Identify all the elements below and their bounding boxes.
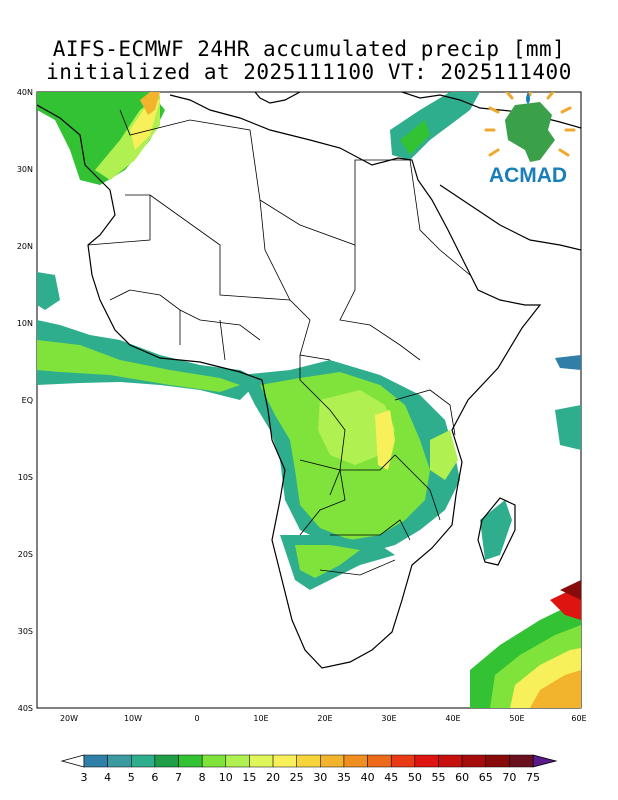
lat-label: 30N [17, 165, 33, 174]
colorbar-label: 3 [81, 771, 88, 784]
country-borders [87, 109, 471, 576]
colorbar-label: 15 [242, 771, 256, 784]
colorbar-label: 75 [526, 771, 540, 784]
latitude-labels: 40N 30N 20N 10N EQ 10S 20S 30S 40S [17, 88, 33, 713]
colorbar-swatch [131, 754, 156, 768]
lat-label: 40S [18, 704, 33, 713]
acmad-logo-text: ACMAD [489, 164, 567, 187]
colorbar-label: 30 [313, 771, 327, 784]
colorbar-label: 55 [431, 771, 445, 784]
colorbar-swatch [414, 754, 439, 768]
colorbar-label: 40 [361, 771, 375, 784]
colorbar-swatch [485, 754, 510, 768]
precip-shading [37, 92, 581, 708]
colorbar-swatch [343, 754, 368, 768]
lon-label: 20E [317, 714, 332, 723]
colorbar-swatch [107, 754, 132, 768]
lat-label: 30S [18, 627, 33, 636]
colorbar-label: 70 [502, 771, 516, 784]
colorbar-swatch [438, 754, 463, 768]
lon-label: 20W [60, 714, 78, 723]
colorbar-low-arrow [60, 754, 85, 768]
lon-label: 30E [381, 714, 396, 723]
colorbar-label: 20 [266, 771, 280, 784]
raindrop-icon [526, 92, 530, 104]
colorbar-label: 6 [151, 771, 158, 784]
colorbar-label: 5 [128, 771, 135, 784]
colorbar-label: 25 [290, 771, 304, 784]
colorbar-label: 8 [199, 771, 206, 784]
colorbar-label: 50 [408, 771, 422, 784]
coastlines [37, 92, 581, 669]
lon-label: 10W [124, 714, 142, 723]
lon-label: 40E [445, 714, 460, 723]
longitude-labels: 20W 10W 0 10E 20E 30E 40E 50E 60E [60, 714, 587, 723]
colorbar-swatch [320, 754, 345, 768]
lat-label: 10N [17, 319, 33, 328]
colorbar-swatch [225, 754, 250, 768]
map-title-line1: AIFS-ECMWF 24HR accumulated precip [mm] [52, 37, 566, 61]
lat-label: EQ [22, 396, 33, 405]
colorbar-label: 65 [479, 771, 493, 784]
lon-label: 50E [509, 714, 524, 723]
colorbar-swatch [178, 754, 203, 768]
lon-label: 10E [253, 714, 268, 723]
acmad-logo: ACMAD [484, 92, 576, 187]
lat-label: 20S [18, 550, 33, 559]
lat-label: 40N [17, 88, 33, 97]
precip-colorbar: 3 4 5 6 7 8 10 15 20 25 30 35 40 45 50 55 60 65 70 75 [60, 754, 558, 784]
colorbar-swatch [367, 754, 392, 768]
colorbar-swatch [509, 754, 534, 768]
colorbar-swatch [390, 754, 416, 768]
lat-label: 20N [17, 242, 33, 251]
colorbar-swatch [296, 754, 321, 768]
africa-silhouette-icon [505, 102, 555, 162]
lon-label: 60E [571, 714, 586, 723]
colorbar-swatch [272, 754, 297, 768]
colorbar-label: 7 [175, 771, 182, 784]
colorbar-swatch [201, 754, 227, 768]
colorbar-high-arrow [532, 754, 558, 768]
colorbar-swatch [154, 754, 179, 768]
colorbar-swatch [461, 754, 486, 768]
map-title-line2: initialized at 2025111100 VT: 2025111400 [46, 60, 572, 84]
colorbar-label: 4 [104, 771, 111, 784]
colorbar-label: 60 [455, 771, 469, 784]
colorbar-swatch [83, 754, 108, 768]
colorbar-label: 45 [384, 771, 398, 784]
colorbar-swatch [249, 754, 274, 768]
colorbar-label: 10 [219, 771, 233, 784]
lon-label: 0 [194, 714, 199, 723]
lat-label: 10S [18, 473, 33, 482]
colorbar-label: 35 [337, 771, 351, 784]
sun-rays-icon [484, 92, 576, 157]
